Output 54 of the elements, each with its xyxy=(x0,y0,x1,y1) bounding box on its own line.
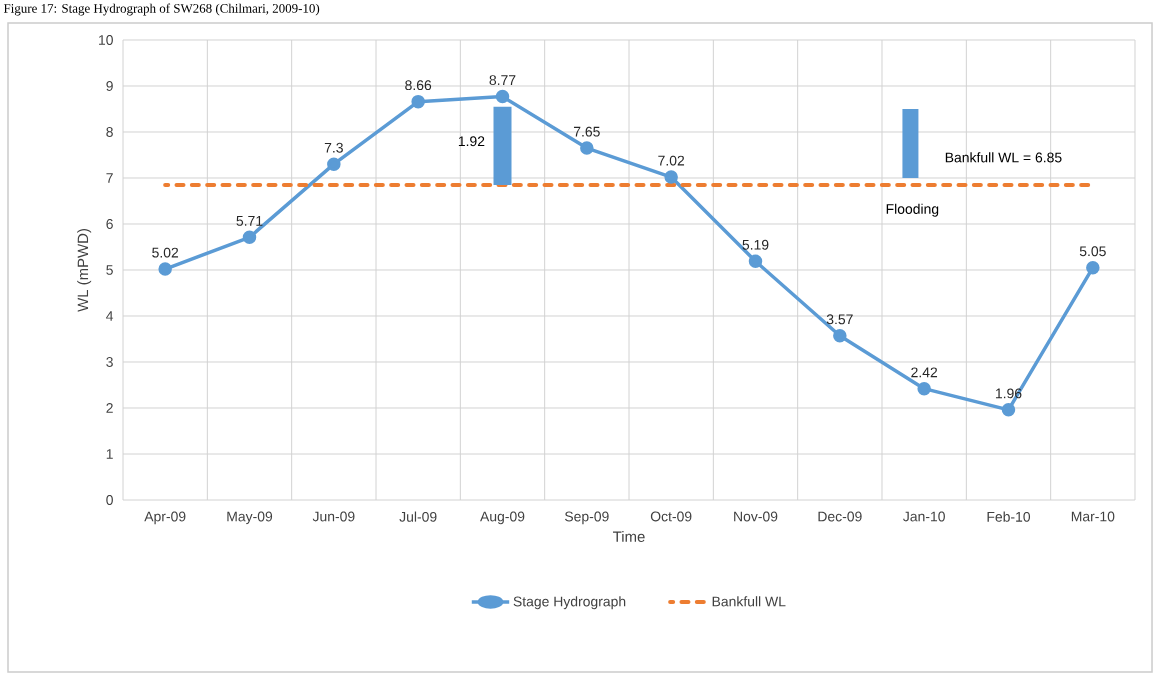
data-label: 7.3 xyxy=(324,142,343,153)
x-tick-label: Oct-09 xyxy=(650,511,692,522)
annotation: Flooding xyxy=(886,203,939,217)
data-label: 5.05 xyxy=(1079,246,1106,257)
y-tick-label: 8 xyxy=(106,127,113,137)
point xyxy=(748,254,763,269)
y-axis-title: WL (mPWD) xyxy=(77,229,92,312)
x-tick-label: May-09 xyxy=(227,511,273,525)
point xyxy=(158,262,172,276)
x-tick-label: Feb-10 xyxy=(987,511,1031,522)
legend-label: Bankfull WL xyxy=(712,596,786,607)
data-label: 7.65 xyxy=(573,126,600,137)
point xyxy=(1001,403,1016,417)
x-tick-label: Jul-09 xyxy=(399,511,437,522)
y-tick-label: 7 xyxy=(106,173,113,183)
x-tick-label: Jun-09 xyxy=(312,511,355,522)
y-tick-label: 0 xyxy=(106,495,113,505)
y-tick-label: 6 xyxy=(106,219,113,229)
x-tick-label: Nov-09 xyxy=(734,511,778,522)
data-label: 7.02 xyxy=(658,155,685,166)
legend-label: Stage Hydrograph xyxy=(513,596,626,610)
annotation: Bankfull WL = 6.85 xyxy=(945,152,1062,163)
y-tick-label: 4 xyxy=(106,311,114,321)
point xyxy=(917,381,931,396)
data-label: 3.57 xyxy=(826,314,853,325)
data-label: 2.42 xyxy=(911,367,938,378)
point xyxy=(1086,260,1100,275)
point xyxy=(833,329,847,343)
x-tick-label: Apr-09 xyxy=(144,511,186,525)
y-tick-label: 3 xyxy=(106,357,113,367)
y-tick-label: 10 xyxy=(99,35,113,45)
x-tick-label: Aug-09 xyxy=(480,511,525,525)
data-label: 5.19 xyxy=(742,239,769,250)
x-axis-title: Time xyxy=(613,530,645,542)
point xyxy=(327,157,341,171)
y-tick-label: 2 xyxy=(106,403,113,413)
data-label: 5.02 xyxy=(152,247,179,258)
y-tick-label: 9 xyxy=(106,81,113,91)
x-tick-label: Mar-10 xyxy=(1071,511,1115,522)
x-tick-label: Dec-09 xyxy=(818,511,862,522)
y-tick-label: 1 xyxy=(106,449,113,459)
y-tick-label: 5 xyxy=(106,265,113,275)
point xyxy=(495,89,510,104)
chart-title: Figure 17: Stage Hydrograph of SW268 (Chilmari, 2009-10) xyxy=(3,3,320,16)
data-label: 8.66 xyxy=(405,80,432,91)
x-tick-label: Sep-09 xyxy=(564,511,609,525)
point xyxy=(242,230,257,245)
x-tick-label: Jan-10 xyxy=(903,511,945,522)
point xyxy=(664,170,678,184)
data-label: 5.71 xyxy=(236,216,263,226)
point xyxy=(580,141,594,155)
annotation: 1.92 xyxy=(458,136,485,147)
data-label: 8.77 xyxy=(489,75,516,86)
point xyxy=(411,94,425,109)
